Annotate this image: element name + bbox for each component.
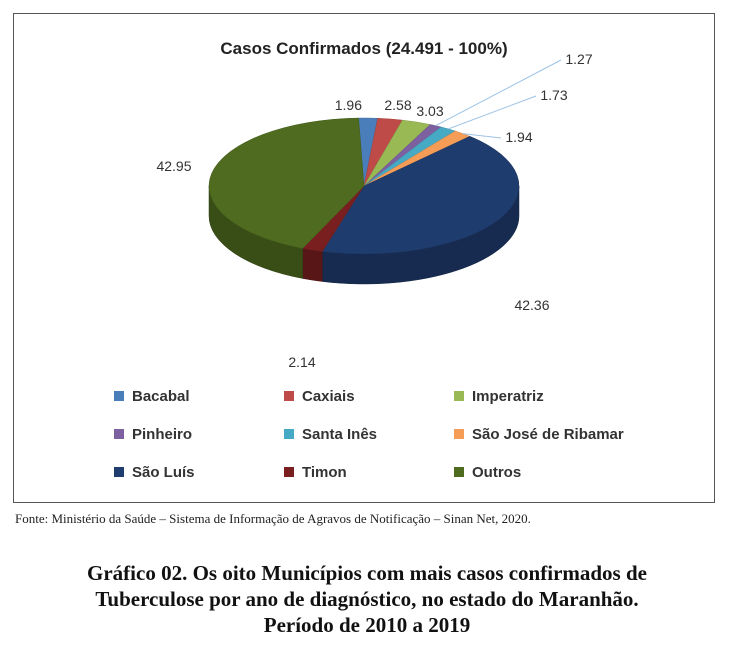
- legend-swatch: [454, 429, 464, 439]
- pie-slice-outros: [208, 117, 365, 249]
- legend: Bacabal Caxiais Imperatriz Pinheiro Santa In…: [114, 386, 674, 482]
- legend-item-s-o-lu-s: São Luís: [114, 462, 284, 482]
- legend-label: Imperatriz: [472, 387, 544, 405]
- legend-label: Santa Inês: [302, 425, 378, 443]
- legend-label: São José de Ribamar: [472, 425, 624, 443]
- data-label-s-o-lu-s: 42.36: [514, 297, 549, 313]
- chart-title: Casos Confirmados (24.491 - 100%): [220, 39, 507, 58]
- data-label-imperatriz: 3.03: [416, 103, 443, 119]
- leader-line: [448, 95, 537, 130]
- data-label-timon: 2.14: [288, 354, 315, 370]
- legend-swatch: [284, 391, 294, 401]
- caption-line-2: Tuberculose por ano de diagnóstico, no e…: [95, 587, 639, 611]
- data-label-outros: 42.95: [156, 158, 191, 174]
- pie-chart: Casos Confirmados (24.491 - 100%) 1.96 2.…: [156, 39, 592, 370]
- data-label-s-o-jos-de-ribamar: 1.94: [505, 129, 532, 145]
- chart-frame: Casos Confirmados (24.491 - 100%) 1.96 2.…: [13, 13, 715, 503]
- legend-item-bacabal: Bacabal: [114, 386, 284, 406]
- legend-item-caxiais: Caxiais: [284, 386, 454, 406]
- legend-label: São Luís: [132, 463, 195, 481]
- legend-swatch: [114, 429, 124, 439]
- leader-line: [435, 59, 562, 127]
- legend-label: Outros: [472, 463, 522, 481]
- data-label-caxiais: 2.58: [384, 97, 411, 113]
- legend-swatch: [284, 467, 294, 477]
- legend-label: Caxiais: [302, 387, 355, 405]
- data-label-santa-in-s: 1.73: [540, 87, 567, 103]
- legend-swatch: [454, 391, 464, 401]
- legend-item-imperatriz: Imperatriz: [454, 386, 674, 406]
- legend-item-timon: Timon: [284, 462, 454, 482]
- legend-swatch: [114, 391, 124, 401]
- pie-side-timon: [302, 248, 323, 282]
- data-label-pinheiro: 1.27: [565, 51, 592, 67]
- legend-item-s-o-jos-de-ribamar: São José de Ribamar: [454, 424, 674, 444]
- caption-line-3: Período de 2010 a 2019: [263, 613, 471, 637]
- legend-swatch: [114, 467, 124, 477]
- legend-swatch: [284, 429, 294, 439]
- legend-label: Timon: [302, 463, 347, 481]
- legend-swatch: [454, 467, 464, 477]
- leader-line: [462, 133, 502, 139]
- pie-slice-s-o-lu-s: [321, 136, 520, 255]
- legend-item-santa-in-s: Santa Inês: [284, 424, 454, 444]
- source-note: Fonte: Ministério da Saúde – Sistema de …: [15, 511, 531, 526]
- legend-label: Pinheiro: [132, 425, 193, 443]
- caption-line-1: Gráfico 02. Os oito Municípios com mais …: [87, 561, 647, 585]
- figure-caption: Gráfico 02. Os oito Municípios com mais …: [0, 560, 734, 638]
- legend-label: Bacabal: [132, 387, 190, 405]
- data-label-bacabal: 1.96: [335, 97, 362, 113]
- legend-item-pinheiro: Pinheiro: [114, 424, 284, 444]
- legend-item-outros: Outros: [454, 462, 674, 482]
